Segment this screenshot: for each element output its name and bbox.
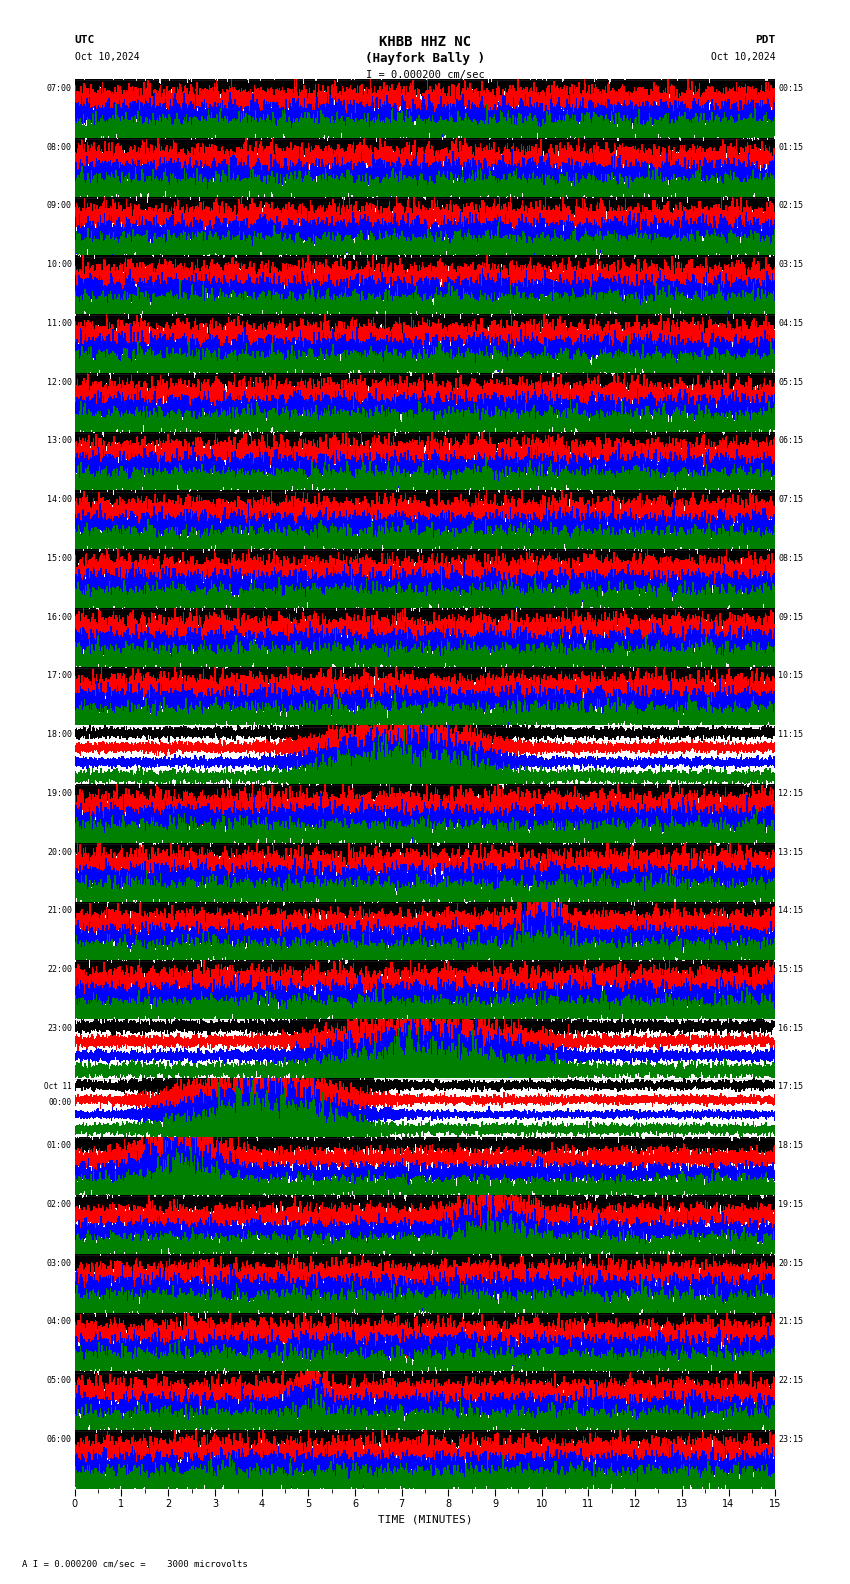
Text: 02:00: 02:00 <box>47 1201 72 1209</box>
Text: 20:15: 20:15 <box>778 1259 803 1267</box>
Text: 19:00: 19:00 <box>47 789 72 798</box>
Text: 09:15: 09:15 <box>778 613 803 621</box>
Text: 04:00: 04:00 <box>47 1318 72 1326</box>
Text: 02:15: 02:15 <box>778 201 803 211</box>
Text: 04:15: 04:15 <box>778 318 803 328</box>
Text: 19:15: 19:15 <box>778 1201 803 1209</box>
Text: 00:15: 00:15 <box>778 84 803 93</box>
Text: 03:00: 03:00 <box>47 1259 72 1267</box>
Text: 11:00: 11:00 <box>47 318 72 328</box>
Text: 06:15: 06:15 <box>778 436 803 445</box>
Text: 23:00: 23:00 <box>47 1023 72 1033</box>
Text: 22:15: 22:15 <box>778 1376 803 1384</box>
Text: 10:00: 10:00 <box>47 260 72 269</box>
Text: 20:00: 20:00 <box>47 847 72 857</box>
Text: 13:00: 13:00 <box>47 436 72 445</box>
Text: 01:00: 01:00 <box>47 1140 72 1150</box>
Text: 18:00: 18:00 <box>47 730 72 740</box>
Text: 08:15: 08:15 <box>778 554 803 562</box>
Text: 07:15: 07:15 <box>778 496 803 504</box>
Text: 21:15: 21:15 <box>778 1318 803 1326</box>
Text: 03:15: 03:15 <box>778 260 803 269</box>
Text: 01:15: 01:15 <box>778 143 803 152</box>
Text: 11:15: 11:15 <box>778 730 803 740</box>
Text: 21:00: 21:00 <box>47 906 72 916</box>
Text: 00:00: 00:00 <box>48 1098 72 1107</box>
Text: A I = 0.000200 cm/sec =    3000 microvolts: A I = 0.000200 cm/sec = 3000 microvolts <box>22 1559 248 1568</box>
Text: 07:00: 07:00 <box>47 84 72 93</box>
Text: 17:15: 17:15 <box>778 1082 803 1091</box>
Text: 09:00: 09:00 <box>47 201 72 211</box>
Text: UTC: UTC <box>75 35 95 44</box>
Text: 05:00: 05:00 <box>47 1376 72 1384</box>
Text: 23:15: 23:15 <box>778 1435 803 1445</box>
Text: Oct 11: Oct 11 <box>44 1082 72 1091</box>
Text: 16:15: 16:15 <box>778 1023 803 1033</box>
Text: 15:00: 15:00 <box>47 554 72 562</box>
Text: 15:15: 15:15 <box>778 965 803 974</box>
Text: 12:15: 12:15 <box>778 789 803 798</box>
Text: Oct 10,2024: Oct 10,2024 <box>75 52 139 62</box>
Text: 14:00: 14:00 <box>47 496 72 504</box>
Text: KHBB HHZ NC: KHBB HHZ NC <box>379 35 471 49</box>
Text: 14:15: 14:15 <box>778 906 803 916</box>
X-axis label: TIME (MINUTES): TIME (MINUTES) <box>377 1514 473 1524</box>
Text: PDT: PDT <box>755 35 775 44</box>
Text: 05:15: 05:15 <box>778 377 803 386</box>
Text: 17:00: 17:00 <box>47 672 72 680</box>
Text: Oct 10,2024: Oct 10,2024 <box>711 52 775 62</box>
Text: (Hayfork Bally ): (Hayfork Bally ) <box>365 52 485 65</box>
Text: I = 0.000200 cm/sec: I = 0.000200 cm/sec <box>366 70 484 79</box>
Text: 12:00: 12:00 <box>47 377 72 386</box>
Text: 08:00: 08:00 <box>47 143 72 152</box>
Text: 18:15: 18:15 <box>778 1140 803 1150</box>
Text: 16:00: 16:00 <box>47 613 72 621</box>
Text: 06:00: 06:00 <box>47 1435 72 1445</box>
Text: 22:00: 22:00 <box>47 965 72 974</box>
Text: 13:15: 13:15 <box>778 847 803 857</box>
Text: 10:15: 10:15 <box>778 672 803 680</box>
